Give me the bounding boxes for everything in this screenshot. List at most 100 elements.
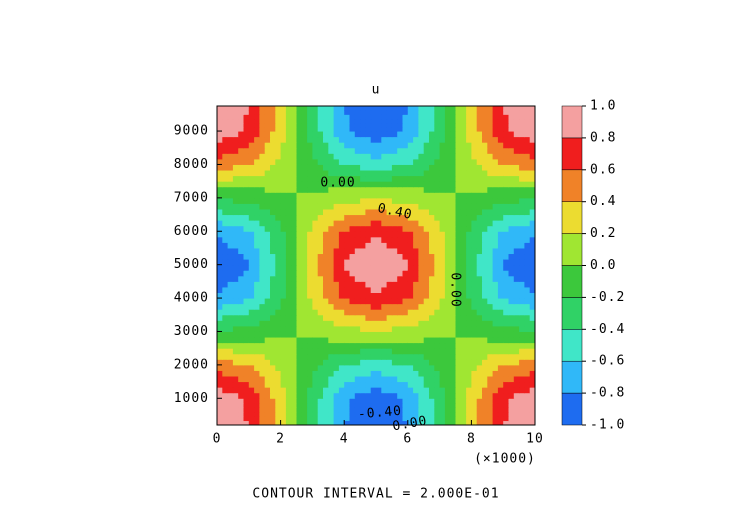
contour-cell <box>280 114 287 120</box>
contour-cell <box>487 106 494 111</box>
contour-cell <box>365 286 372 294</box>
contour-cell <box>217 402 223 408</box>
contour-cell <box>217 309 223 316</box>
contour-cell <box>397 114 403 120</box>
contour-cell <box>450 208 456 216</box>
contour-cell <box>270 416 276 422</box>
contour-cell <box>259 364 266 371</box>
contour-cell <box>434 402 441 408</box>
contour-cell <box>418 142 425 149</box>
contour-cell <box>333 359 340 366</box>
contour-cell <box>455 303 462 310</box>
contour-cell <box>391 247 398 255</box>
contour-cell <box>397 303 403 310</box>
contour-cell <box>312 416 319 422</box>
contour-cell <box>407 147 414 154</box>
contour-cell <box>280 281 287 288</box>
contour-cell <box>323 114 329 120</box>
x-tick-label: 6 <box>403 432 412 447</box>
contour-cell <box>333 253 340 260</box>
contour-cell <box>397 392 403 399</box>
contour-cell <box>285 225 292 232</box>
contour-cell <box>248 118 255 124</box>
contour-cell <box>476 370 483 377</box>
contour-cell <box>307 398 313 404</box>
contour-cell <box>323 387 329 394</box>
contour-cell <box>444 208 451 216</box>
contour-cell <box>307 292 313 299</box>
contour-cell <box>275 270 282 277</box>
contour-cell <box>524 114 531 120</box>
contour-cell <box>270 309 276 316</box>
contour-cell <box>413 286 419 294</box>
contour-cell <box>429 136 435 143</box>
contour-cell <box>333 411 340 417</box>
contour-cell <box>434 348 441 355</box>
contour-cell <box>333 370 340 377</box>
contour-cell <box>259 275 266 282</box>
contour-cell <box>217 114 223 120</box>
contour-cell <box>217 247 223 255</box>
contour-cell <box>381 231 388 238</box>
contour-cell <box>243 122 250 128</box>
contour-cell <box>365 264 372 271</box>
contour-cell <box>312 203 319 210</box>
contour-cell <box>365 175 372 182</box>
contour-cell <box>466 208 472 216</box>
contour-cell <box>508 281 515 288</box>
contour-cell <box>338 348 345 355</box>
contour-cell <box>503 342 509 349</box>
contour-cell <box>460 208 467 216</box>
contour-cell <box>365 114 372 120</box>
contour-cell <box>243 242 250 249</box>
contour-cell <box>333 208 340 216</box>
contour-cell <box>354 122 361 128</box>
contour-cell <box>301 381 308 388</box>
contour-cell <box>238 270 244 277</box>
contour-cell <box>291 220 297 227</box>
contour-cell <box>381 281 388 288</box>
contour-cell <box>529 203 536 210</box>
contour-cell <box>444 353 451 360</box>
contour-cell <box>254 131 260 138</box>
contour-cell <box>248 253 255 260</box>
contour-cell <box>460 331 467 338</box>
contour-cell <box>497 203 504 210</box>
contour-cell <box>508 387 515 394</box>
contour-cell <box>270 381 276 388</box>
contour-cell <box>307 342 313 349</box>
contour-cell <box>402 398 409 404</box>
contour-cell <box>529 175 536 182</box>
contour-cell <box>487 158 494 165</box>
contour-cell <box>391 275 398 282</box>
contour-cell <box>232 126 239 132</box>
contour-cell <box>370 398 377 404</box>
contour-cell <box>423 158 430 165</box>
contour-cell <box>444 153 451 160</box>
contour-cell <box>439 407 446 413</box>
contour-cell <box>270 337 276 344</box>
contour-cell <box>508 270 515 277</box>
contour-cell <box>503 142 509 149</box>
contour-cell <box>402 153 409 160</box>
contour-cell <box>439 420 446 426</box>
contour-cell <box>529 247 536 255</box>
contour-cell <box>227 118 234 124</box>
contour-cell <box>497 106 504 111</box>
contour-cell <box>429 170 435 177</box>
contour-cell <box>492 381 499 388</box>
contour-cell <box>354 337 361 344</box>
contour-cell <box>360 186 366 193</box>
contour-cell <box>264 376 271 383</box>
contour-cell <box>370 337 377 344</box>
contour-cell <box>227 142 234 149</box>
contour-cell <box>439 136 446 143</box>
contour-cell <box>317 314 324 321</box>
contour-cell <box>344 231 350 238</box>
contour-cell <box>338 122 345 128</box>
contour-cell <box>466 136 472 143</box>
contour-cell <box>423 231 430 238</box>
contour-cell <box>222 253 229 260</box>
contour-cell <box>328 122 335 128</box>
contour-cell <box>492 236 499 243</box>
